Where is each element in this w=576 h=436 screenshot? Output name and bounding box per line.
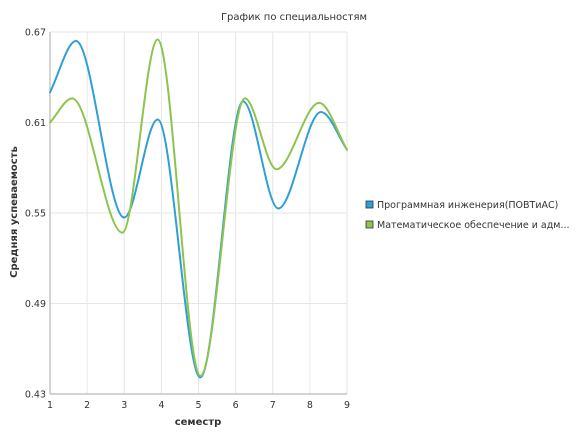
legend-label: Математическое обеспечение и адм...	[377, 220, 570, 231]
legend-swatch	[365, 200, 374, 209]
legend-label: Программная инженерия(ПОВТиАС)	[377, 200, 558, 211]
series-line-2	[49, 38, 348, 377]
x-tick-label: 6	[233, 400, 239, 411]
x-tick-label: 8	[307, 400, 313, 411]
x-tick-label: 7	[270, 400, 276, 411]
x-axis-title: семестр	[175, 417, 222, 428]
y-tick-label: 0.43	[25, 390, 46, 401]
legend[interactable]: Программная инженерия(ПОВТиАС) Математиче…	[365, 200, 570, 231]
x-tick-label: 1	[47, 400, 53, 411]
grid	[49, 31, 348, 395]
legend-item-2[interactable]: Математическое обеспечение и адм...	[365, 220, 570, 231]
y-tick-label: 0.61	[25, 118, 46, 129]
y-axis-title: Средняя успеваемость	[9, 146, 20, 278]
x-tick-label: 3	[121, 400, 127, 411]
legend-item-1[interactable]: Программная инженерия(ПОВТиАС)	[365, 200, 558, 211]
series-line-1	[49, 40, 348, 379]
x-tick-label: 9	[344, 400, 350, 411]
x-tick-label: 4	[158, 400, 164, 411]
legend-swatch	[365, 220, 374, 229]
y-tick-label: 0.55	[25, 209, 46, 220]
y-tick-label: 0.49	[25, 299, 46, 310]
x-tick-label: 2	[84, 400, 90, 411]
y-tick-label: 0.67	[25, 28, 46, 39]
chart-title: График по специальностям	[221, 12, 367, 23]
tick-labels: 1 2 3 4 5 6 7 8 9 0.43 0.49 0.55 0.61 0.67	[25, 28, 350, 412]
series-group	[49, 38, 348, 379]
x-tick-label: 5	[195, 400, 201, 411]
